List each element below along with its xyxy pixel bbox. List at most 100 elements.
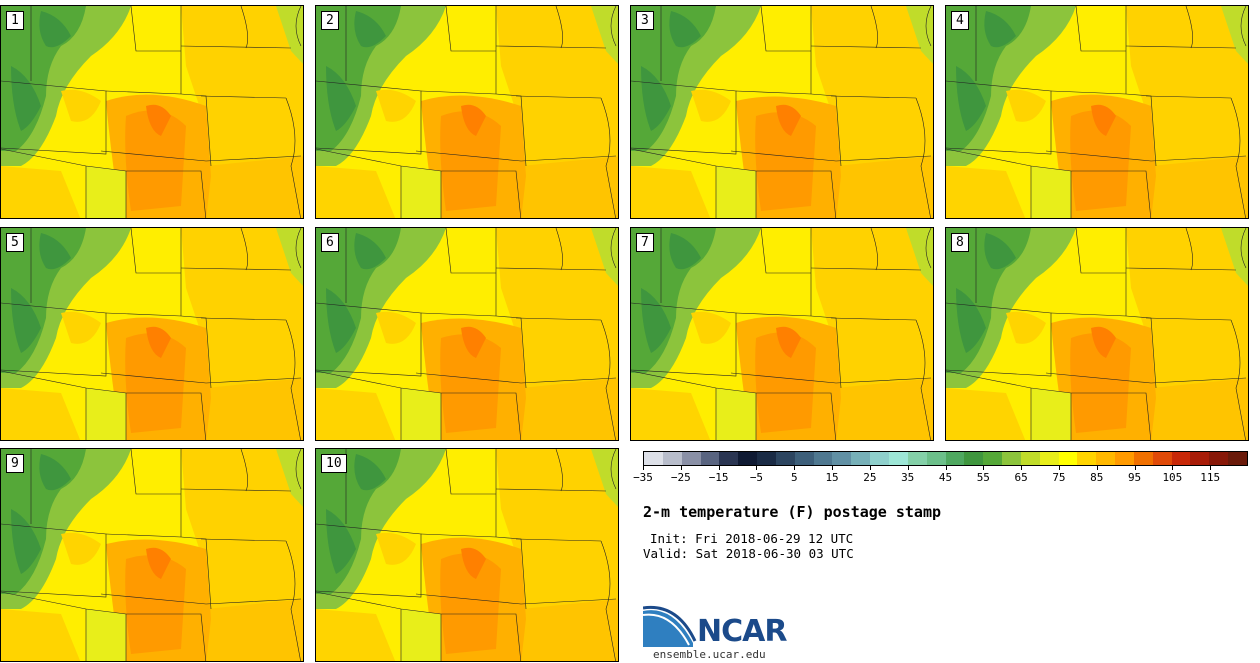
ensemble-member-panel: 8 xyxy=(945,227,1249,441)
colorbar-tick-label: 65 xyxy=(1014,471,1028,484)
temperature-map xyxy=(1,449,303,661)
valid-time: Valid: Sat 2018-06-30 03 UTC xyxy=(643,546,854,561)
colorbar-tick-label: 55 xyxy=(976,471,990,484)
ensemble-member-panel: 9 xyxy=(0,448,304,662)
member-number: 5 xyxy=(6,233,24,252)
colorbar-tick xyxy=(680,466,682,470)
colorbar-tick-label: −35 xyxy=(633,471,653,484)
colorbar-swatch xyxy=(644,452,663,465)
colorbar-swatch xyxy=(794,452,814,465)
colorbar-tick-label: 35 xyxy=(901,471,915,484)
site-url: ensemble.ucar.edu xyxy=(653,648,766,661)
colorbar-tick xyxy=(945,466,947,470)
temperature-map xyxy=(316,228,618,440)
colorbar-swatch xyxy=(1020,452,1040,465)
colorbar-swatch xyxy=(1209,452,1229,465)
ensemble-member-panel: 4 xyxy=(945,5,1249,219)
colorbar-tick xyxy=(832,466,834,470)
temperature-map xyxy=(316,6,618,218)
colorbar-tick xyxy=(643,466,644,470)
ncar-logo xyxy=(643,605,697,647)
colorbar-swatch xyxy=(1171,452,1191,465)
colorbar-tick xyxy=(983,466,985,470)
ensemble-member-panel: 6 xyxy=(315,227,619,441)
colorbar-swatch xyxy=(945,452,965,465)
map-title: 2-m temperature (F) postage stamp xyxy=(643,503,942,521)
colorbar-tick-label: −15 xyxy=(708,471,729,484)
colorbar-swatch xyxy=(775,452,795,465)
colorbar-tick-label: 85 xyxy=(1090,471,1104,484)
colorbar-swatch xyxy=(926,452,946,465)
colorbar-swatch xyxy=(681,452,701,465)
colorbar-tick-label: −5 xyxy=(749,471,764,484)
colorbar-swatch xyxy=(1115,452,1134,465)
colorbar-swatch xyxy=(1190,452,1210,465)
colorbar-tick-label: −25 xyxy=(670,471,691,484)
colorbar-swatch xyxy=(1077,452,1097,465)
colorbar-swatch xyxy=(1133,452,1153,465)
temperature-map xyxy=(1,228,303,440)
colorbar-tick-label: 75 xyxy=(1052,471,1066,484)
colorbar-tick xyxy=(1210,466,1212,470)
colorbar-swatch xyxy=(700,452,720,465)
temperature-map xyxy=(631,6,933,218)
ensemble-member-panel: 5 xyxy=(0,227,304,441)
temperature-map xyxy=(631,228,933,440)
colorbar-swatch xyxy=(719,452,739,465)
colorbar-tick xyxy=(869,466,871,470)
colorbar-ticks: −35 −25 −15 −5 5 15 25 35 45 55 65 75 85 95 105 115 xyxy=(633,466,1248,488)
colorbar-tick xyxy=(756,466,758,470)
colorbar-swatch xyxy=(870,452,889,465)
member-number: 6 xyxy=(321,233,339,252)
colorbar-swatch xyxy=(983,452,1003,465)
colorbar-tick xyxy=(1172,466,1174,470)
colorbar-tick xyxy=(718,466,720,470)
colorbar-tick xyxy=(794,466,796,470)
colorbar-swatch xyxy=(1152,452,1172,465)
ensemble-member-panel: 2 xyxy=(315,5,619,219)
colorbar-swatch xyxy=(757,452,776,465)
member-number: 7 xyxy=(636,233,654,252)
ensemble-member-panel: 1 xyxy=(0,5,304,219)
colorbar-tick-label: 95 xyxy=(1127,471,1142,484)
colorbar-tick xyxy=(1058,466,1060,470)
colorbar-tick-label: 15 xyxy=(825,471,839,484)
colorbar-swatch xyxy=(1058,452,1078,465)
temperature-map xyxy=(946,228,1248,440)
member-number: 3 xyxy=(636,11,654,30)
colorbar-tick-label: 115 xyxy=(1200,471,1221,484)
member-number: 10 xyxy=(321,454,347,473)
colorbar-swatch xyxy=(662,452,682,465)
temperature-map xyxy=(946,6,1248,218)
colorbar-swatch xyxy=(888,452,908,465)
colorbar-swatch xyxy=(1002,452,1021,465)
colorbar-tick-label: 105 xyxy=(1162,471,1183,484)
colorbar-swatch xyxy=(738,452,758,465)
ncar-logo-text: NCAR xyxy=(697,614,787,649)
member-number: 4 xyxy=(951,11,969,30)
colorbar-tick xyxy=(1021,466,1023,470)
init-time: Init: Fri 2018-06-29 12 UTC xyxy=(650,531,854,546)
ensemble-member-panel: 7 xyxy=(630,227,934,441)
colorbar-tick xyxy=(1096,466,1098,470)
colorbar-swatch xyxy=(813,452,833,465)
colorbar-swatch xyxy=(1096,452,1116,465)
member-number: 1 xyxy=(6,11,24,30)
colorbar-tick-label: 5 xyxy=(790,471,798,484)
colorbar-tick-label: 45 xyxy=(938,471,953,484)
colorbar-swatch xyxy=(851,452,871,465)
colorbar-swatch xyxy=(907,452,927,465)
member-number: 8 xyxy=(951,233,969,252)
colorbar-tick xyxy=(1134,466,1136,470)
colorbar-swatch xyxy=(1039,452,1059,465)
colorbar-tick-label: 25 xyxy=(863,471,877,484)
temperature-colorbar xyxy=(643,451,1248,466)
temperature-map xyxy=(316,449,618,661)
colorbar-swatch xyxy=(964,452,984,465)
colorbar-swatch xyxy=(1228,452,1247,465)
member-number: 9 xyxy=(6,454,24,473)
member-number: 2 xyxy=(321,11,339,30)
temperature-map xyxy=(1,6,303,218)
colorbar-tick xyxy=(907,466,909,470)
ensemble-member-panel: 10 xyxy=(315,448,619,662)
